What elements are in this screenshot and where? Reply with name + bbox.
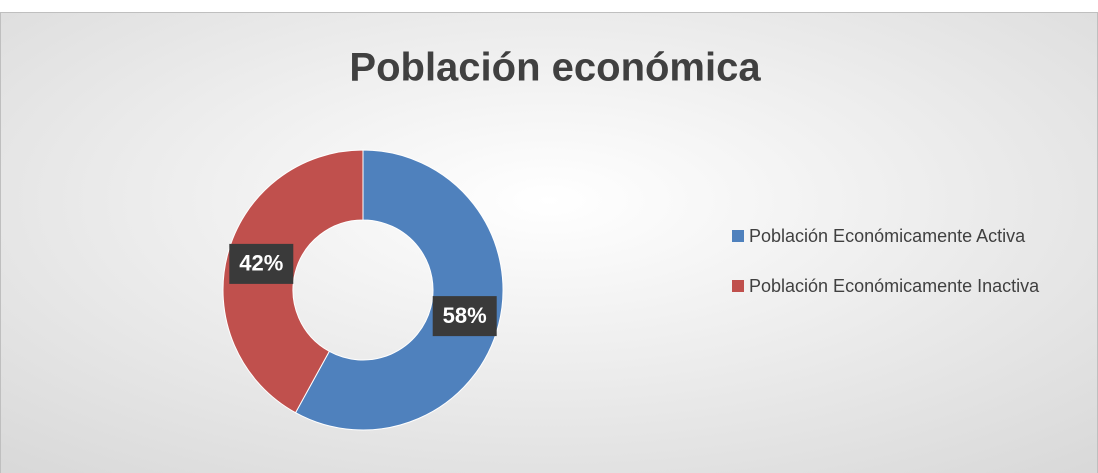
data-label: 58% <box>443 303 487 328</box>
data-label: 42% <box>239 251 283 276</box>
chart-background <box>0 12 1098 473</box>
donut-slice <box>294 149 504 431</box>
legend: Población Económicamente Activa Población… <box>732 222 1082 322</box>
legend-swatch <box>732 230 744 242</box>
legend-swatch <box>732 280 744 292</box>
legend-label: Población Económicamente Inactiva <box>749 276 1040 296</box>
legend-label: Población Económicamente Activa <box>749 226 1026 246</box>
label-box <box>432 296 497 337</box>
label-box <box>229 243 294 284</box>
legend-item: Población Económicamente Inactiva <box>732 272 1082 300</box>
legend-item: Población Económicamente Activa <box>732 222 1082 250</box>
chart-title: Población económica <box>349 46 761 90</box>
